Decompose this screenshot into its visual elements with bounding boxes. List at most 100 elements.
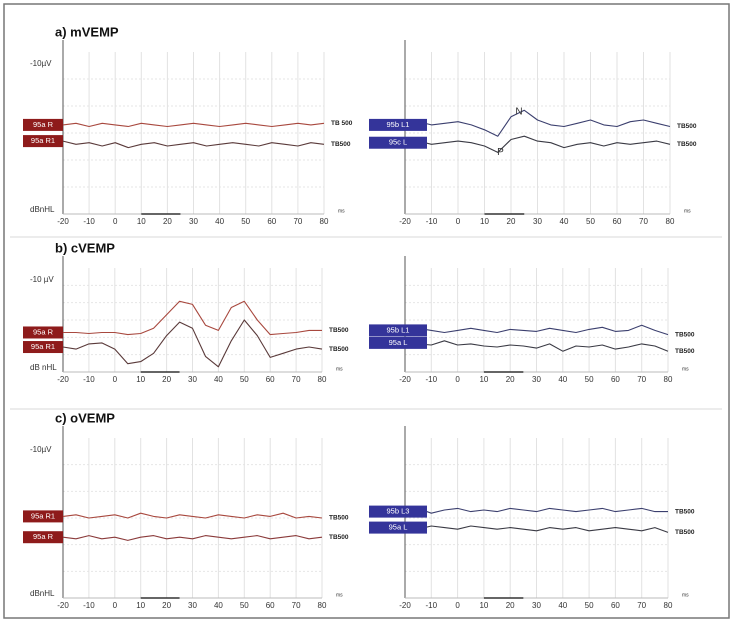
trace-label: 95a R1 <box>31 511 55 520</box>
trace <box>404 525 669 533</box>
trace <box>63 300 322 336</box>
trace <box>62 140 325 149</box>
trace <box>404 507 668 514</box>
trace-label: 95a R1 <box>31 342 55 351</box>
x-tick-label: -20 <box>399 217 411 226</box>
x-tick-label: 20 <box>506 375 515 384</box>
x-tick-label: 70 <box>637 601 646 610</box>
x-tick-label: 60 <box>267 217 276 226</box>
x-tick-label: 30 <box>189 217 198 226</box>
x-unit: ms <box>682 366 689 372</box>
trace-label: 95b L1 <box>387 120 410 129</box>
trace-label-box <box>23 135 63 148</box>
trace-label: 95a L <box>389 338 408 347</box>
x-tick-label: 0 <box>113 217 118 226</box>
x-tick-label: 0 <box>113 375 118 384</box>
x-tick-label: -10 <box>426 375 438 384</box>
x-tick-label: -20 <box>57 217 69 226</box>
stimulus-label: TB500 <box>675 529 695 536</box>
trace <box>404 135 671 153</box>
trace-label: 95c L <box>389 138 407 147</box>
x-tick-label: 50 <box>240 375 249 384</box>
stimulus-label: TB500 <box>329 327 349 334</box>
x-tick-label: 0 <box>113 601 118 610</box>
stimulus-label: TB500 <box>677 141 697 148</box>
x-tick-label: 80 <box>320 217 329 226</box>
x-tick-label: 40 <box>214 375 223 384</box>
x-tick-label: 60 <box>266 601 275 610</box>
x-tick-label: 30 <box>188 601 197 610</box>
stimulus-label: TB500 <box>677 123 697 130</box>
section-title: c) oVEMP <box>55 410 115 425</box>
x-tick-label: 60 <box>611 601 620 610</box>
x-tick-label: 50 <box>585 375 594 384</box>
x-tick-label: 40 <box>560 217 569 226</box>
x-tick-label: 70 <box>637 375 646 384</box>
trace-label: 95a R1 <box>31 136 55 145</box>
trace <box>62 122 325 128</box>
trace <box>62 512 323 519</box>
stimulus-label: TB500 <box>675 348 695 355</box>
x-tick-label: 70 <box>292 601 301 610</box>
x-tick-label: 40 <box>214 601 223 610</box>
x-tick-label: -10 <box>83 375 95 384</box>
x-tick-label: 10 <box>480 217 489 226</box>
x-tick-label: 70 <box>292 375 301 384</box>
x-tick-label: 30 <box>188 375 197 384</box>
section-title: a) mVEMP <box>55 24 119 39</box>
trace-label-box <box>369 521 427 534</box>
trace-label: 95a L <box>389 523 408 532</box>
x-tick-label: 20 <box>162 375 171 384</box>
x-tick-label: 70 <box>639 217 648 226</box>
trace-label: 95a R <box>33 120 54 129</box>
x-unit: ms <box>336 366 343 372</box>
x-tick-label: 0 <box>455 375 460 384</box>
trace <box>404 109 671 137</box>
trace-label: 95a R <box>33 532 54 541</box>
x-unit: ms <box>336 592 343 598</box>
x-tick-label: 30 <box>532 375 541 384</box>
stimulus-label: TB 500 <box>331 120 353 127</box>
x-tick-label: 10 <box>136 375 145 384</box>
annotation: P <box>497 147 504 158</box>
trace-label: 95a R <box>33 327 54 336</box>
trace <box>62 535 323 541</box>
trace-label-box <box>369 336 427 349</box>
y-label-top: -10 µV <box>30 275 54 284</box>
x-tick-label: -10 <box>83 217 95 226</box>
stimulus-label: TB500 <box>329 346 349 353</box>
trace <box>404 324 669 336</box>
trace <box>404 340 669 352</box>
x-tick-label: -10 <box>83 601 95 610</box>
x-tick-label: 50 <box>586 217 595 226</box>
trace-label-box <box>369 118 427 131</box>
x-tick-label: 60 <box>611 375 620 384</box>
annotation: N <box>515 107 522 118</box>
trace-label: 95b L3 <box>387 507 410 516</box>
trace <box>62 319 323 368</box>
x-tick-label: 10 <box>136 601 145 610</box>
trace-label-box <box>23 341 63 354</box>
trace-label-box <box>369 136 427 149</box>
section-title: b) cVEMP <box>55 240 115 255</box>
y-label-top: -10µV <box>30 59 52 68</box>
x-tick-label: 80 <box>664 601 673 610</box>
trace-label-box <box>23 510 63 523</box>
stimulus-label: TB500 <box>675 331 695 338</box>
x-tick-label: 40 <box>215 217 224 226</box>
x-tick-label: 50 <box>240 601 249 610</box>
x-tick-label: -20 <box>399 601 411 610</box>
x-tick-label: 60 <box>266 375 275 384</box>
x-tick-label: 20 <box>163 217 172 226</box>
x-tick-label: 50 <box>585 601 594 610</box>
y-label-bottom: dBnHL <box>30 205 55 214</box>
x-tick-label: 30 <box>533 217 542 226</box>
y-label-bottom: dB nHL <box>30 363 57 372</box>
stimulus-label: TB500 <box>331 141 351 148</box>
x-tick-label: 20 <box>506 601 515 610</box>
x-tick-label: 40 <box>558 601 567 610</box>
stimulus-label: TB500 <box>675 508 695 515</box>
x-tick-label: 30 <box>532 601 541 610</box>
trace-label: 95b L1 <box>387 325 410 334</box>
x-tick-label: 0 <box>456 217 461 226</box>
